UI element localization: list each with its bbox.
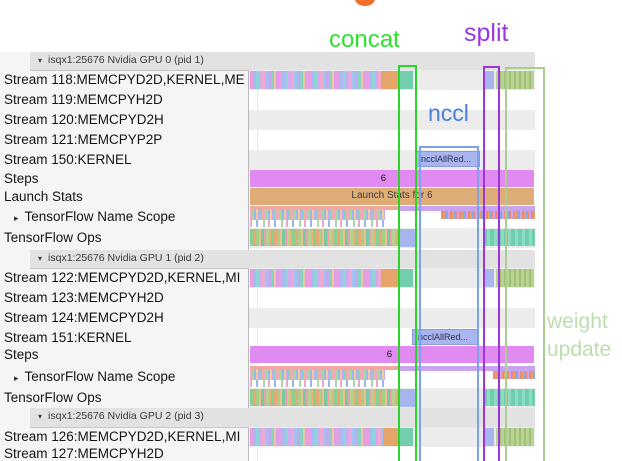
trace-event-stepnum: 6 [386, 349, 392, 360]
trace-event-violet [400, 366, 535, 371]
trace-event-tealstripe[interactable] [483, 389, 535, 406]
trace-event-peri[interactable] [399, 389, 415, 407]
trace-event-salmon [250, 366, 400, 370]
gpu-section-title: isqx1:25676 Nvidia GPU 2 (pid 3) [48, 410, 204, 422]
track-label: Stream 127:MEMCPYH2D [0, 447, 250, 461]
track-label[interactable]: ▸ TensorFlow Name Scope [0, 206, 260, 228]
trace-event-comb [250, 220, 385, 227]
track-label-text: Stream 127:MEMCPYH2D [4, 447, 164, 461]
track-label: Stream 150:KERNEL [0, 150, 250, 170]
track-label-text: Stream 119:MEMCPYH2D [4, 92, 163, 107]
track-label: Stream 126:MEMCPYD2D,KERNEL,MI [0, 427, 250, 447]
trace-event-nsright [441, 211, 535, 219]
trace-event-dense[interactable] [250, 428, 383, 446]
nccl-highlight-rect [419, 146, 479, 461]
weight-update-annotation-label: weight update [547, 308, 611, 364]
track-label: Stream 119:MEMCPYH2D [0, 90, 250, 110]
track-label-text: TensorFlow Name Scope [24, 209, 176, 224]
trace-event-ncclbox[interactable]: ncclAllRed... [415, 151, 480, 167]
trace-event-tealstripe[interactable] [483, 229, 535, 246]
trace-event-teal[interactable] [399, 71, 413, 89]
track-label: Stream 118:MEMCPYD2D,KERNEL,ME [0, 70, 250, 90]
gpu-section-header-2[interactable]: ▾ isqx1:25676 Nvidia GPU 2 (pid 3) [30, 408, 535, 428]
track-label-text: TensorFlow Ops [4, 390, 102, 405]
expand-triangle-icon[interactable]: ▸ [14, 373, 19, 383]
trace-event-dense[interactable] [250, 269, 381, 287]
collapse-triangle-icon[interactable]: ▾ [38, 254, 43, 263]
gpu-section-header-1[interactable]: ▾ isqx1:25676 Nvidia GPU 1 (pid 2) [30, 250, 535, 269]
track-label: Launch Stats [0, 188, 250, 206]
track-label: TensorFlow Ops [0, 388, 250, 408]
concat-highlight-rect [398, 65, 417, 461]
track-label: Steps [0, 346, 250, 364]
collapse-triangle-icon[interactable]: ▾ [38, 56, 43, 65]
split-highlight-rect [483, 66, 500, 461]
track-label-text: Stream 121:MEMCPYP2P [4, 132, 163, 147]
track-label-text: Stream 120:MEMCPYD2H [4, 112, 164, 127]
trace-event-ops[interactable] [250, 389, 398, 406]
gpu-section-title: isqx1:25676 Nvidia GPU 0 (pid 1) [48, 54, 204, 66]
track-label: Stream 124:MEMCPYD2H [0, 308, 250, 328]
gpu-section-header-0[interactable]: ▾ isqx1:25676 Nvidia GPU 0 (pid 1) [30, 52, 535, 71]
split-annotation-label: split [464, 19, 509, 47]
track-label-text: Stream 151:KERNEL [4, 330, 132, 345]
weight-update-highlight-rect [505, 67, 545, 461]
track-label: TensorFlow Ops [0, 228, 250, 248]
trace-event-ops[interactable] [250, 229, 398, 246]
track-label-text: Stream 122:MEMCPYD2D,KERNEL,MI [4, 270, 241, 285]
track-label-text: Stream 124:MEMCPYD2H [4, 310, 164, 325]
clipped-orange-annotation [355, 0, 375, 6]
expand-triangle-icon[interactable]: ▸ [14, 213, 19, 223]
trace-event-peri[interactable] [483, 428, 494, 446]
trace-event-teal[interactable] [399, 269, 413, 287]
trace-event-cluster [250, 209, 385, 220]
trace-event-steps[interactable] [250, 170, 534, 187]
trace-event-steps[interactable] [250, 346, 534, 363]
track-label: Stream 122:MEMCPYD2D,KERNEL,MI [0, 268, 250, 288]
gpu-section-title: isqx1:25676 Nvidia GPU 1 (pid 2) [48, 252, 204, 264]
trace-event-cluster [250, 369, 385, 380]
trace-event-violet [400, 206, 535, 211]
trace-event-salmon [250, 206, 400, 210]
track-label: Stream 120:MEMCPYD2H [0, 110, 250, 130]
track-label: Stream 123:MEMCPYH2D [0, 288, 250, 308]
concat-annotation-label: concat [329, 26, 400, 53]
track-label-text: Stream 118:MEMCPYD2D,KERNEL,ME [4, 72, 245, 87]
track-label-text: Steps [4, 171, 39, 186]
track-label[interactable]: ▸ TensorFlow Name Scope [0, 366, 260, 388]
track-label-text: TensorFlow Name Scope [24, 369, 176, 384]
trace-event-teal[interactable] [400, 428, 413, 446]
trace-event-orange[interactable] [381, 269, 398, 287]
trace-event-nsright [493, 371, 535, 379]
track-label: Stream 121:MEMCPYP2P [0, 130, 250, 150]
track-label: Stream 151:KERNEL [0, 328, 250, 348]
trace-event-peri[interactable] [483, 71, 494, 89]
trace-event-launch[interactable]: Launch Stats for 6 [250, 188, 534, 205]
trace-event-stepnum: 6 [380, 173, 386, 184]
track-label-text: Steps [4, 347, 39, 362]
track-label-text: Stream 150:KERNEL [4, 152, 132, 167]
track-label-text: Launch Stats [4, 189, 83, 204]
weight-update-line2: update [547, 338, 612, 361]
row-background-stripe [249, 110, 535, 130]
collapse-triangle-icon[interactable]: ▾ [38, 412, 43, 421]
trace-event-orange[interactable] [383, 428, 400, 446]
track-label-text: Stream 126:MEMCPYD2D,KERNEL,MI [4, 429, 241, 444]
trace-event-ncclbox[interactable]: ncclAllRed... [412, 329, 478, 345]
trace-event-dense[interactable] [250, 71, 381, 89]
track-label: Steps [0, 170, 250, 188]
nccl-annotation-label: nccl [428, 100, 469, 126]
trace-event-peri[interactable] [398, 229, 415, 247]
track-label-text: TensorFlow Ops [4, 230, 102, 245]
weight-update-line1: weight [547, 310, 608, 333]
trace-event-orange[interactable] [381, 71, 398, 89]
row-background-stripe [249, 308, 535, 328]
trace-event-peri[interactable] [483, 269, 494, 287]
track-label-text: Stream 123:MEMCPYH2D [4, 290, 164, 305]
trace-event-comb [250, 380, 385, 387]
